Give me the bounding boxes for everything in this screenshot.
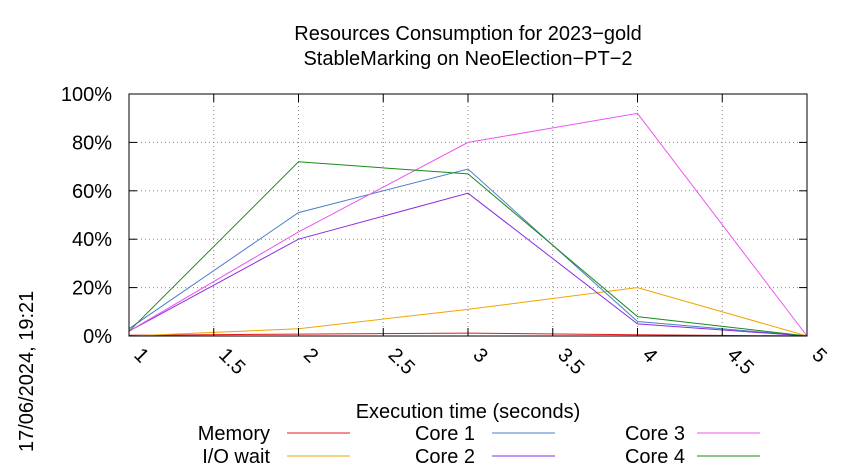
legend-label-core-2: Core 2	[415, 446, 475, 468]
series-line-core-3	[128, 112, 808, 337]
x-tick-label: 2	[299, 344, 322, 367]
x-tick-label: 2.5	[384, 344, 419, 379]
legend-label-core-4: Core 4	[625, 446, 685, 468]
y-tick-label: 0%	[83, 326, 112, 348]
x-tick-label: 5	[807, 344, 830, 367]
y-tick-label: 100%	[61, 84, 112, 106]
chart-title-line-1: Resources Consumption for 2023−gold	[294, 23, 641, 45]
legend-label-memory: Memory	[198, 423, 270, 445]
y-axis-ticks: 0% 20% 40% 60% 80% 100%	[61, 84, 807, 348]
chart-title-line-2: StableMarking on NeoElection−PT−2	[303, 48, 632, 70]
x-tick-label: 3.5	[553, 344, 588, 379]
series-line-core-2	[128, 192, 808, 337]
x-tick-label: 1	[129, 344, 152, 367]
series-line-i-o-wait	[128, 287, 808, 337]
legend-label-core-1: Core 1	[415, 423, 475, 445]
y-tick-label: 60%	[72, 181, 112, 203]
y-tick-label: 40%	[72, 229, 112, 251]
x-tick-label: 3	[468, 344, 491, 367]
x-axis-label: Execution time (seconds)	[356, 401, 581, 423]
y-tick-label: 20%	[72, 278, 112, 300]
timestamp-label: 17/06/2024, 19:21	[16, 291, 38, 452]
x-tick-label: 4	[638, 344, 661, 367]
y-tick-label: 80%	[72, 132, 112, 154]
x-tick-label: 1.5	[214, 344, 249, 379]
x-tick-label: 4.5	[723, 344, 758, 379]
legend-label-i-o-wait: I/O wait	[202, 446, 270, 468]
series-line-core-1	[128, 168, 808, 337]
series-lines	[128, 112, 808, 337]
chart-title: Resources Consumption for 2023−gold Stab…	[294, 23, 641, 70]
series-line-core-4	[128, 161, 808, 337]
grid-lines	[129, 94, 807, 336]
legend-label-core-3: Core 3	[625, 423, 685, 445]
